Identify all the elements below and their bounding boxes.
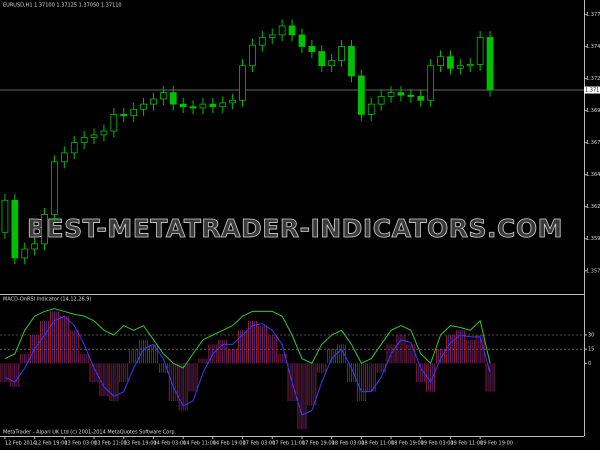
y-tick-label: 1.36950 bbox=[586, 108, 600, 114]
x-tick-label: 18 Feb 19:00 bbox=[391, 441, 424, 447]
x-tick-label: 17 Feb 03:00 bbox=[243, 441, 276, 447]
candle-body bbox=[159, 92, 167, 100]
x-tick-label: 17 Feb 19:00 bbox=[302, 441, 335, 447]
candle-body bbox=[357, 75, 365, 115]
candle-body bbox=[11, 199, 19, 259]
candle-body bbox=[219, 102, 227, 108]
x-tick-label: 13 Feb 19:00 bbox=[124, 441, 157, 447]
candle-body bbox=[70, 142, 78, 154]
y-tick-label: 0 bbox=[588, 361, 591, 367]
candle-body bbox=[21, 248, 29, 259]
current-price-label: 1.37110 bbox=[585, 88, 600, 94]
x-tick-label: 19 Feb 19:00 bbox=[480, 441, 513, 447]
copyright: MetaTrader - Alpari UK Ltd (c) 2001-2014… bbox=[3, 430, 177, 436]
y-tick-label: 1.37200 bbox=[586, 76, 600, 82]
candle-body bbox=[288, 25, 296, 36]
candle-body bbox=[318, 51, 326, 67]
candle-body bbox=[367, 103, 375, 115]
current-price-box bbox=[584, 86, 600, 94]
candle-body bbox=[189, 106, 197, 109]
candle-body bbox=[268, 34, 276, 38]
candle-body bbox=[456, 65, 464, 69]
x-tick-label: 12 Feb 2014 bbox=[5, 441, 36, 447]
candle-body bbox=[328, 60, 336, 67]
x-tick-label: 14 Feb 19:00 bbox=[213, 441, 246, 447]
candle-body bbox=[417, 96, 425, 101]
candle-body bbox=[486, 37, 494, 91]
candle-body bbox=[377, 96, 385, 105]
candle-body bbox=[239, 65, 246, 101]
candle-body bbox=[476, 37, 484, 65]
x-tick-label: 12 Feb 19:00 bbox=[35, 441, 68, 447]
candle-body bbox=[31, 243, 39, 250]
candle-body bbox=[140, 103, 147, 110]
indicator-line bbox=[4, 315, 491, 416]
indicator-title: MACD-OnRSI Indicator (14,12,26,9) bbox=[3, 297, 91, 303]
x-tick-label: 19 Feb 11:00 bbox=[450, 441, 483, 447]
candle-body bbox=[90, 134, 98, 138]
candle-body bbox=[427, 65, 435, 101]
candle-body bbox=[278, 25, 286, 36]
candle-body bbox=[258, 37, 266, 46]
y-tick-label: 1.36200 bbox=[586, 204, 600, 210]
x-tick-label: 14 Feb 11:00 bbox=[183, 441, 216, 447]
candle-body bbox=[199, 103, 207, 109]
x-tick-label: 18 Feb 11:00 bbox=[361, 441, 394, 447]
candle-body bbox=[110, 113, 118, 132]
candle-body bbox=[348, 46, 355, 77]
candle-body bbox=[150, 98, 157, 105]
candle-body bbox=[308, 46, 316, 52]
candle-body bbox=[179, 103, 187, 108]
candle-body bbox=[249, 44, 256, 67]
candle-body bbox=[41, 213, 48, 245]
y-tick-label: 30 bbox=[588, 333, 594, 339]
watermark: BEST-METATRADER-INDICATORS.COM bbox=[27, 214, 563, 243]
candle-body bbox=[338, 46, 345, 61]
x-tick-label: 17 Feb 11:00 bbox=[272, 441, 305, 447]
x-tick-label: 13 Feb 03:00 bbox=[64, 441, 97, 447]
chart-title: EURUSD,H1 1.37100 1.37125 1.37050 1.3711… bbox=[3, 3, 122, 9]
candle-body bbox=[407, 94, 415, 97]
x-tick-label: 13 Feb 11:00 bbox=[94, 441, 127, 447]
candle-body bbox=[437, 56, 444, 67]
candle-body bbox=[1, 199, 9, 233]
y-tick-label: 1.36450 bbox=[586, 172, 600, 178]
candle-body bbox=[466, 64, 474, 67]
candle-body bbox=[130, 108, 138, 117]
y-tick-label: 1.36700 bbox=[586, 140, 600, 146]
candle-body bbox=[80, 137, 88, 143]
candle-body bbox=[298, 34, 306, 47]
candle-body bbox=[60, 152, 68, 163]
x-tick-label: 14 Feb 03:00 bbox=[153, 441, 186, 447]
y-tick-label: 1.35950 bbox=[586, 236, 600, 242]
candle-body bbox=[100, 130, 108, 136]
candle-body bbox=[387, 92, 395, 97]
y-tick-label: 1.37700 bbox=[586, 12, 600, 18]
x-tick-label: 18 Feb 03:00 bbox=[332, 441, 365, 447]
y-tick-label: 1.35700 bbox=[586, 268, 600, 274]
candle-body bbox=[209, 103, 217, 108]
y-tick-label: 15 bbox=[588, 347, 594, 353]
candle-body bbox=[120, 113, 128, 117]
x-tick-label: 19 Feb 03:00 bbox=[421, 441, 454, 447]
candle-body bbox=[229, 99, 237, 104]
y-tick-label: 1.37450 bbox=[586, 44, 600, 50]
candle-body bbox=[397, 92, 405, 96]
candle-body bbox=[447, 56, 454, 69]
candle-body bbox=[51, 161, 58, 215]
candle-body bbox=[169, 92, 177, 105]
indicator-line bbox=[4, 308, 491, 369]
